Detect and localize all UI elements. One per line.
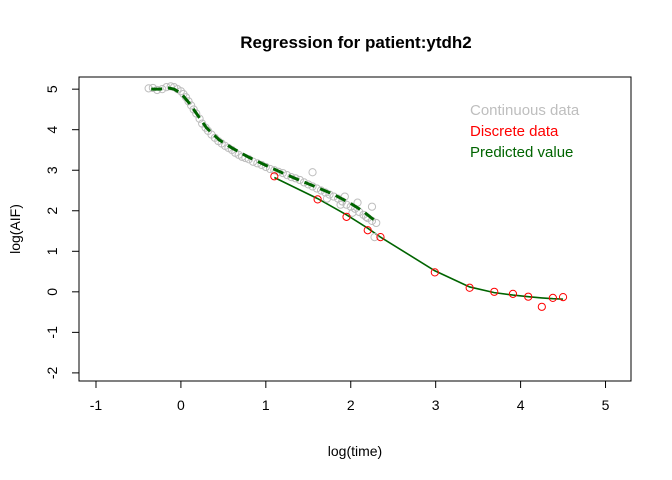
discrete-point	[430, 268, 439, 277]
discrete-point	[524, 292, 533, 301]
x-tick-label: 5	[602, 397, 610, 413]
y-tick-label: -2	[44, 366, 60, 379]
legend-entry: Continuous data	[470, 102, 580, 119]
x-tick-label: 2	[347, 397, 355, 413]
discrete-point	[465, 283, 474, 292]
continuous-point	[372, 218, 381, 228]
continuous-point	[308, 182, 317, 191]
continuous-point	[367, 202, 377, 211]
x-axis: -1 0 1 2 3 4 5	[90, 380, 610, 413]
x-tick-label: 0	[177, 397, 185, 413]
continuous-point	[325, 190, 334, 199]
x-tick-label: 3	[432, 397, 440, 413]
discrete-point	[537, 302, 546, 311]
discrete-point	[508, 289, 518, 298]
continuous-point	[189, 105, 198, 114]
y-axis: -2 -1 0 1 2 3 4 5	[44, 85, 80, 379]
legend: Continuous data Discrete data Predicted va…	[470, 102, 580, 161]
y-axis-label: log(AIF)	[7, 204, 23, 254]
continuous-point	[248, 157, 258, 166]
y-tick-label: 0	[44, 288, 60, 296]
y-tick-label: 1	[44, 247, 60, 255]
series-layer	[144, 82, 568, 311]
discrete-point	[376, 233, 385, 242]
legend-entry: Discrete data	[470, 123, 559, 140]
discrete-point	[342, 212, 351, 221]
continuous-point	[261, 162, 270, 172]
continuous-point	[186, 101, 196, 110]
predicted-curve-dashed	[151, 86, 378, 223]
continuous-point	[184, 97, 193, 106]
continuous-point	[195, 114, 204, 123]
x-tick-label: 4	[517, 397, 525, 413]
continuous-point	[308, 168, 317, 177]
continuous-point	[322, 194, 332, 203]
y-tick-label: 2	[44, 207, 60, 215]
x-tick-label: 1	[262, 397, 270, 413]
discrete-point	[363, 226, 372, 235]
chart-title: Regression for patient:ytdh2	[240, 33, 471, 52]
continuous-point	[336, 200, 345, 209]
continuous-point	[348, 208, 357, 217]
discrete-point	[270, 172, 279, 181]
discrete-point	[558, 292, 568, 302]
legend-entry: Predicted value	[470, 144, 573, 161]
x-tick-label: -1	[90, 397, 103, 413]
discrete-point	[490, 287, 499, 296]
y-tick-label: 4	[44, 126, 60, 134]
y-tick-label: 3	[44, 166, 60, 174]
y-tick-label: -1	[44, 326, 60, 339]
discrete-point	[313, 195, 322, 204]
predicted-curve	[273, 176, 564, 300]
continuous-point	[370, 233, 379, 242]
discrete-point	[548, 293, 557, 303]
y-tick-label: 5	[44, 85, 60, 93]
x-axis-label: log(time)	[328, 443, 382, 459]
